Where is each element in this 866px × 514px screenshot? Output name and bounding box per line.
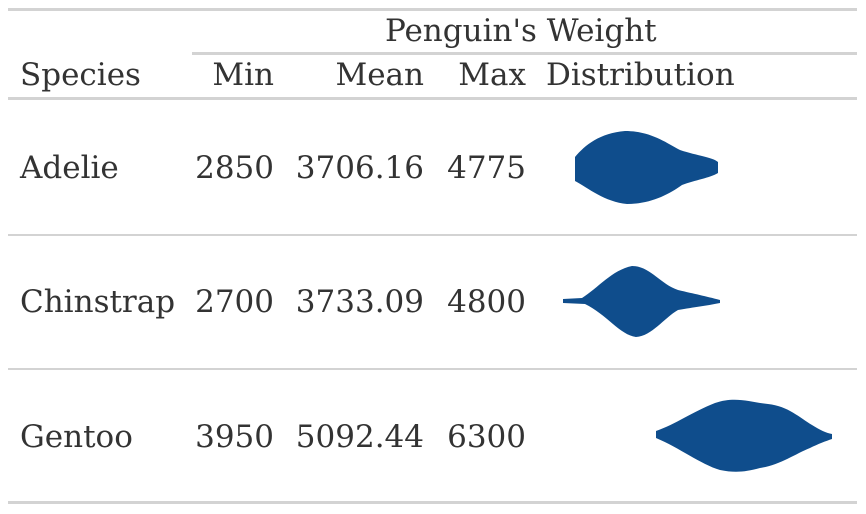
cell-species: Gentoo — [20, 419, 133, 455]
cell-max: 4775 — [447, 150, 526, 186]
column-header-species: Species — [20, 57, 141, 93]
header-bottom-rule — [8, 97, 857, 100]
row-divider-1 — [8, 234, 857, 236]
spanner-label: Penguin's Weight — [385, 13, 657, 49]
table-top-rule — [8, 8, 857, 11]
table-bottom-rule — [8, 501, 857, 504]
violin-plot-gentoo — [656, 399, 832, 472]
cell-mean: 3706.16 — [295, 150, 424, 186]
violin-plot-adelie — [575, 131, 718, 204]
cell-min: 2850 — [195, 150, 274, 186]
cell-min: 2700 — [195, 284, 274, 320]
column-header-distribution: Distribution — [546, 57, 735, 93]
cell-max: 4800 — [447, 284, 526, 320]
column-header-max: Max — [458, 57, 526, 93]
cell-mean: 3733.09 — [295, 284, 424, 320]
cell-max: 6300 — [447, 419, 526, 455]
cell-min: 3950 — [195, 419, 274, 455]
row-divider-2 — [8, 368, 857, 370]
cell-mean: 5092.44 — [295, 419, 424, 455]
violin-plot-chinstrap — [563, 266, 720, 337]
column-header-mean: Mean — [335, 57, 424, 93]
cell-species: Adelie — [20, 150, 119, 186]
column-header-min: Min — [212, 57, 274, 93]
spanner-rule — [192, 52, 857, 55]
cell-species: Chinstrap — [20, 284, 176, 320]
